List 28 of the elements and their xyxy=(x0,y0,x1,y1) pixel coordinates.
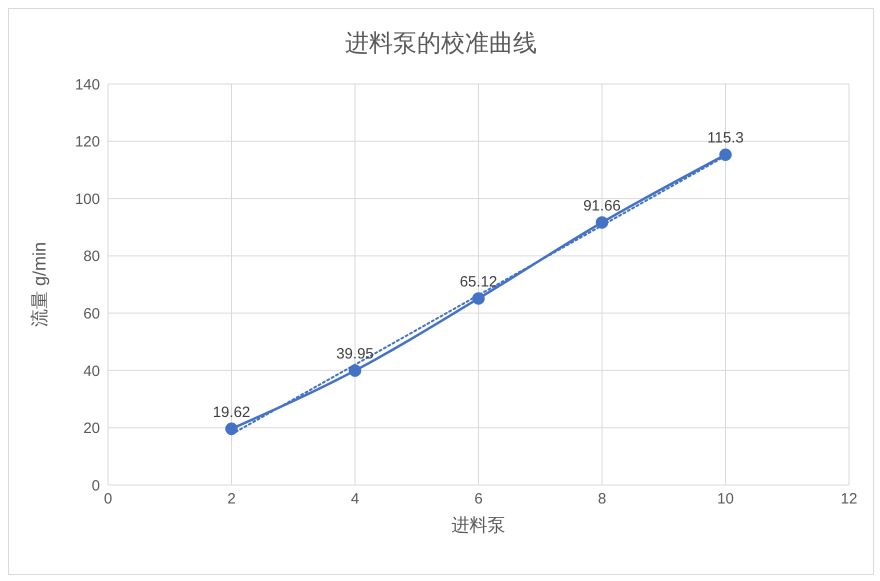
point xyxy=(225,422,238,436)
point xyxy=(348,364,362,377)
data-label: 39.95 xyxy=(336,346,374,363)
y-tick-label: 40 xyxy=(83,362,100,380)
x-axis-title: 进料泵 xyxy=(452,515,506,535)
point xyxy=(596,216,608,229)
x-tick-label: 10 xyxy=(717,490,734,508)
x-tick-label: 0 xyxy=(104,490,112,508)
y-tick-label: 80 xyxy=(83,248,100,266)
y-tick-label: 120 xyxy=(74,134,100,151)
point xyxy=(472,292,485,305)
data-label: 115.3 xyxy=(707,130,744,147)
data-label: 19.62 xyxy=(212,404,250,421)
y-tick-label: 60 xyxy=(83,305,100,322)
x-tick-label: 12 xyxy=(840,490,858,508)
chart-title: 进料泵的校准曲线 xyxy=(344,29,538,59)
y-tick-label: 100 xyxy=(74,190,100,208)
data-label: 91.66 xyxy=(583,197,621,214)
y-tick-label: 140 xyxy=(74,76,100,94)
y-tick-label: 0 xyxy=(92,477,100,494)
data-label: 65.12 xyxy=(460,273,498,290)
x-tick-label: 8 xyxy=(598,490,606,508)
point xyxy=(719,148,732,161)
y-axis-title: 流量 g/min xyxy=(29,242,50,328)
x-tick-label: 6 xyxy=(474,490,483,508)
x-tick-label: 2 xyxy=(227,490,236,508)
x-tick-label: 4 xyxy=(350,490,360,508)
y-tick-label: 20 xyxy=(83,420,100,438)
